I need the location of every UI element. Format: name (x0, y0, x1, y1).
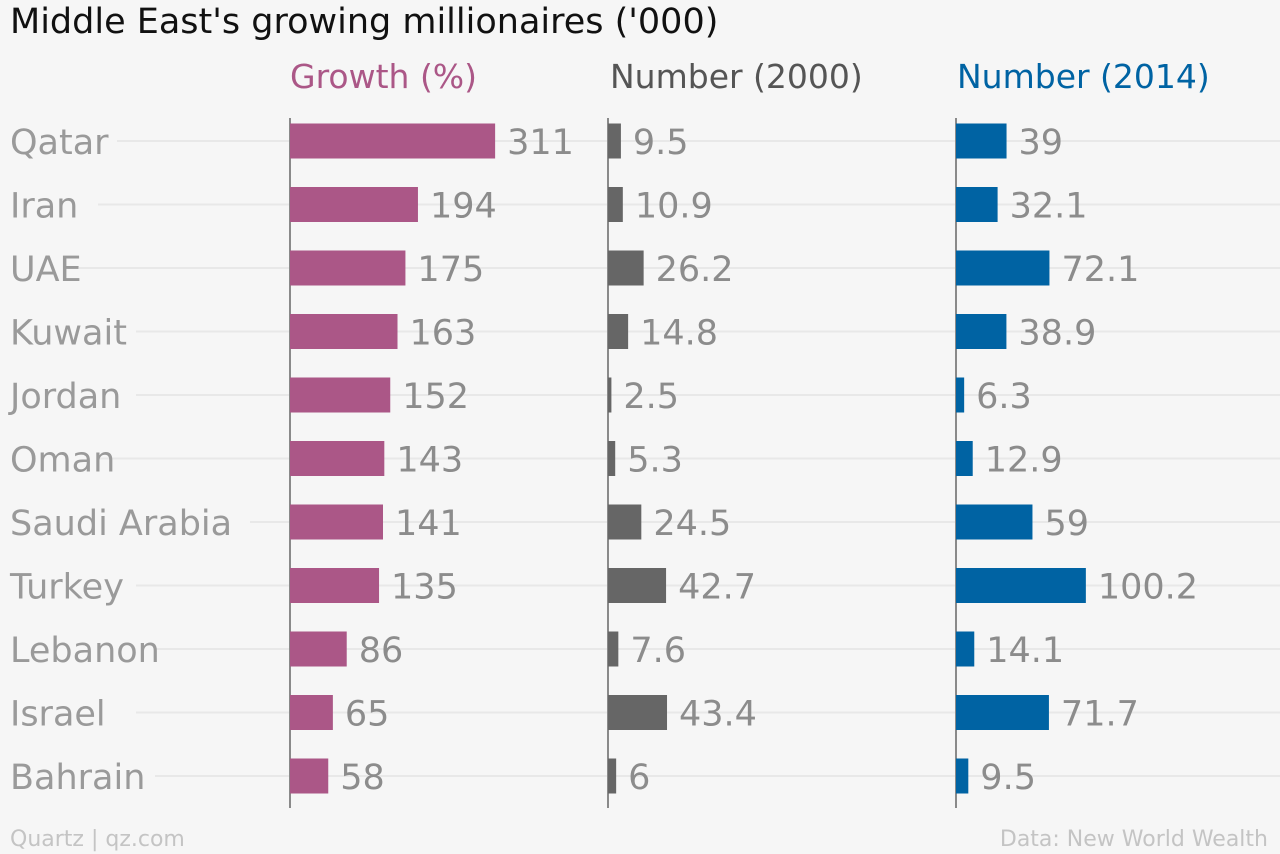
category-label-bahrain: Bahrain (10, 758, 145, 798)
category-label-iran: Iran (10, 187, 78, 227)
series-header-number-2000: Number (2000) (610, 57, 863, 96)
bar-number-2014-saudi-arabia (956, 504, 1033, 540)
bar-number-2014-kuwait (956, 314, 1007, 349)
source-credit: Quartz | qz.com (10, 827, 185, 852)
value-label-number-2000-lebanon: 7.6 (630, 631, 686, 671)
bar-number-2000-bahrain (608, 758, 617, 794)
data-source: Data: New World Wealth (1000, 827, 1268, 852)
value-label-number-2014-bahrain: 9.5 (980, 758, 1036, 798)
bar-number-2000-jordan (608, 377, 612, 413)
value-label-number-2014-jordan: 6.3 (976, 377, 1032, 417)
bar-growth-lebanon (290, 631, 347, 667)
bar-number-2014-israel (956, 695, 1049, 730)
value-label-number-2000-iran: 10.9 (635, 187, 713, 227)
value-label-growth-uae: 175 (417, 250, 484, 290)
value-label-growth-kuwait: 163 (410, 314, 477, 354)
category-label-qatar: Qatar (10, 123, 109, 163)
value-label-growth-saudi-arabia: 141 (395, 504, 462, 544)
value-label-growth-turkey: 135 (391, 568, 458, 608)
value-label-growth-bahrain: 58 (340, 758, 385, 798)
bar-number-2014-lebanon (956, 631, 975, 667)
value-label-number-2014-qatar: 39 (1019, 123, 1064, 163)
bar-growth-jordan (290, 377, 391, 413)
value-label-number-2014-israel: 71.7 (1061, 695, 1139, 735)
value-label-growth-oman: 143 (396, 441, 463, 481)
bar-growth-iran (290, 187, 418, 222)
value-label-number-2014-turkey: 100.2 (1098, 568, 1198, 608)
series-header-growth: Growth (%) (290, 57, 477, 96)
bar-number-2000-iran (608, 187, 623, 222)
value-label-number-2000-qatar: 9.5 (633, 123, 689, 163)
value-label-number-2000-jordan: 2.5 (623, 377, 679, 417)
bar-number-2000-oman (608, 441, 616, 476)
bar-growth-saudi-arabia (290, 504, 383, 540)
value-label-number-2000-kuwait: 14.8 (640, 314, 718, 354)
bar-growth-qatar (290, 123, 496, 159)
bar-growth-kuwait (290, 314, 398, 349)
bar-number-2000-saudi-arabia (608, 504, 642, 540)
bar-number-2014-iran (956, 187, 998, 222)
value-label-number-2000-oman: 5.3 (627, 441, 683, 481)
value-label-growth-israel: 65 (345, 695, 390, 735)
value-label-number-2014-oman: 12.9 (985, 441, 1063, 481)
value-label-number-2014-uae: 72.1 (1061, 250, 1139, 290)
category-label-jordan: Jordan (8, 377, 121, 417)
value-label-number-2014-lebanon: 14.1 (986, 631, 1064, 671)
bar-number-2000-turkey (608, 568, 667, 603)
category-label-lebanon: Lebanon (10, 631, 160, 671)
value-label-number-2014-iran: 32.1 (1010, 187, 1088, 227)
bar-number-2000-qatar (608, 123, 621, 159)
value-label-number-2014-saudi-arabia: 59 (1044, 504, 1089, 544)
category-label-turkey: Turkey (9, 568, 124, 608)
value-label-number-2000-turkey: 42.7 (678, 568, 756, 608)
value-label-growth-iran: 194 (430, 187, 497, 227)
value-label-number-2000-uae: 26.2 (656, 250, 734, 290)
value-label-number-2000-bahrain: 6 (628, 758, 650, 798)
bar-number-2000-kuwait (608, 314, 629, 349)
value-label-number-2000-saudi-arabia: 24.5 (653, 504, 731, 544)
bar-number-2000-lebanon (608, 631, 619, 667)
bars-layer (290, 123, 1086, 794)
bar-growth-oman (290, 441, 385, 476)
bar-number-2014-jordan (956, 377, 965, 413)
category-label-uae: UAE (10, 250, 82, 290)
bar-number-2000-israel (608, 695, 668, 730)
bar-growth-israel (290, 695, 333, 730)
series-header-number-2014: Number (2014) (957, 57, 1210, 96)
bar-number-2014-qatar (956, 123, 1007, 159)
bar-growth-bahrain (290, 758, 329, 794)
bar-number-2014-bahrain (956, 758, 969, 794)
value-label-number-2000-israel: 43.4 (679, 695, 757, 735)
chart-title: Middle East's growing millionaires ('000… (10, 2, 718, 42)
bar-growth-uae (290, 250, 406, 286)
bar-growth-turkey (290, 568, 380, 603)
value-label-growth-jordan: 152 (402, 377, 469, 417)
value-label-growth-qatar: 311 (507, 123, 574, 163)
category-label-israel: Israel (10, 695, 106, 735)
bar-number-2000-uae (608, 250, 644, 286)
text-layer: Qatar Iran UAE Kuwait Jordan Oman Saudi Arabia… (8, 57, 1210, 798)
category-label-saudi-arabia: Saudi Arabia (10, 504, 232, 544)
value-label-number-2014-kuwait: 38.9 (1018, 314, 1096, 354)
category-label-kuwait: Kuwait (10, 314, 127, 354)
bar-number-2014-uae (956, 250, 1050, 286)
value-label-growth-lebanon: 86 (359, 631, 404, 671)
bar-number-2014-oman (956, 441, 973, 476)
category-label-oman: Oman (10, 441, 115, 481)
bar-number-2014-turkey (956, 568, 1086, 603)
